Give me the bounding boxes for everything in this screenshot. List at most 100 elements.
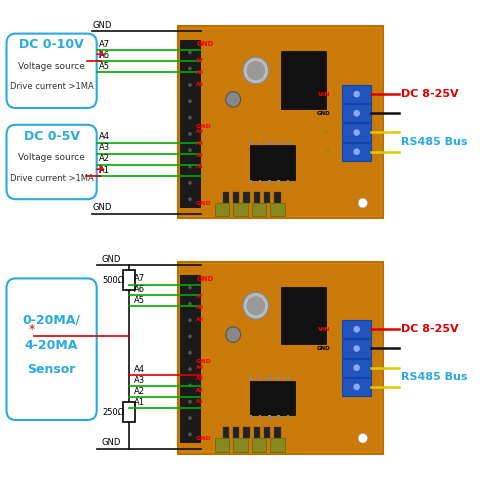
Bar xyxy=(268,415,271,419)
Circle shape xyxy=(188,67,192,71)
Text: GND: GND xyxy=(92,203,111,212)
Text: A7: A7 xyxy=(196,59,204,63)
Text: A5: A5 xyxy=(196,82,204,86)
Circle shape xyxy=(188,197,192,201)
Bar xyxy=(264,192,270,203)
Bar xyxy=(342,85,371,103)
Text: 4-20MA: 4-20MA xyxy=(25,339,78,352)
Circle shape xyxy=(226,327,240,342)
Circle shape xyxy=(188,132,192,136)
Bar xyxy=(342,123,371,142)
Bar xyxy=(270,438,285,452)
Circle shape xyxy=(226,92,240,107)
Bar xyxy=(250,145,295,180)
Circle shape xyxy=(353,148,360,155)
Bar xyxy=(277,180,280,184)
Text: RS485 Bus: RS485 Bus xyxy=(401,372,468,382)
Circle shape xyxy=(188,116,192,120)
Text: *: * xyxy=(29,323,36,336)
Bar xyxy=(254,427,260,438)
Circle shape xyxy=(188,165,192,168)
Bar xyxy=(180,275,200,442)
Text: GND: GND xyxy=(317,346,331,351)
Circle shape xyxy=(353,384,360,390)
Text: VIN: VIN xyxy=(318,327,331,332)
Circle shape xyxy=(188,286,192,289)
Text: GND: GND xyxy=(196,436,212,441)
Bar xyxy=(342,320,371,338)
Text: Drive current >1MA: Drive current >1MA xyxy=(10,83,94,91)
Bar xyxy=(252,203,266,216)
Text: A3: A3 xyxy=(134,376,145,385)
Circle shape xyxy=(188,181,192,185)
Bar xyxy=(243,192,250,203)
Bar xyxy=(264,427,270,438)
Bar xyxy=(287,141,289,145)
Bar xyxy=(287,376,289,381)
Text: DC 0-5V: DC 0-5V xyxy=(24,130,80,143)
Circle shape xyxy=(353,345,360,352)
Text: A1: A1 xyxy=(196,164,204,169)
Bar xyxy=(250,180,252,184)
Circle shape xyxy=(188,351,192,355)
Text: +: + xyxy=(95,163,105,176)
Text: A2: A2 xyxy=(134,387,144,396)
Circle shape xyxy=(188,384,192,387)
Text: A4: A4 xyxy=(196,130,204,134)
FancyBboxPatch shape xyxy=(7,278,96,420)
Bar xyxy=(259,180,262,184)
Text: Sensor: Sensor xyxy=(27,363,76,376)
Text: A1: A1 xyxy=(99,166,110,175)
Bar xyxy=(233,438,248,452)
Text: 500Ω: 500Ω xyxy=(102,276,125,285)
Circle shape xyxy=(243,57,269,84)
Bar xyxy=(277,376,280,381)
Circle shape xyxy=(353,129,360,136)
Text: A2: A2 xyxy=(196,388,204,393)
Text: A3: A3 xyxy=(196,376,204,381)
Bar xyxy=(233,192,240,203)
Bar xyxy=(280,51,326,109)
Circle shape xyxy=(188,335,192,338)
Circle shape xyxy=(247,296,265,315)
Text: GND: GND xyxy=(101,254,120,264)
Bar xyxy=(259,415,262,419)
Bar xyxy=(268,141,271,145)
Text: GND: GND xyxy=(92,21,111,30)
Bar xyxy=(250,415,252,419)
Circle shape xyxy=(358,433,368,443)
Bar xyxy=(275,427,280,438)
Bar xyxy=(268,180,271,184)
Text: A3: A3 xyxy=(196,141,204,146)
FancyBboxPatch shape xyxy=(7,125,96,199)
Text: RS485 Bus: RS485 Bus xyxy=(401,137,468,147)
Circle shape xyxy=(353,326,360,333)
Circle shape xyxy=(188,400,192,404)
Text: A7: A7 xyxy=(134,274,145,283)
Circle shape xyxy=(188,416,192,420)
Bar xyxy=(250,141,252,145)
Bar xyxy=(123,271,135,290)
Bar xyxy=(342,359,371,377)
Text: GND: GND xyxy=(196,41,214,47)
Text: A4: A4 xyxy=(134,365,144,374)
Bar xyxy=(277,415,280,419)
Text: VIN: VIN xyxy=(318,92,331,96)
Bar xyxy=(342,339,371,358)
Bar xyxy=(223,427,229,438)
Bar xyxy=(215,203,229,216)
Text: GND: GND xyxy=(196,124,212,129)
Circle shape xyxy=(353,364,360,371)
Text: Voltage source: Voltage source xyxy=(18,61,85,71)
Bar xyxy=(252,438,266,452)
Circle shape xyxy=(353,91,360,97)
Circle shape xyxy=(188,318,192,322)
FancyBboxPatch shape xyxy=(7,34,96,108)
Bar xyxy=(270,203,285,216)
Circle shape xyxy=(243,292,269,319)
Text: A5: A5 xyxy=(99,61,110,71)
Text: A1: A1 xyxy=(134,398,144,407)
Text: A6: A6 xyxy=(99,50,110,60)
Text: A6: A6 xyxy=(134,285,145,294)
Bar xyxy=(180,264,381,451)
